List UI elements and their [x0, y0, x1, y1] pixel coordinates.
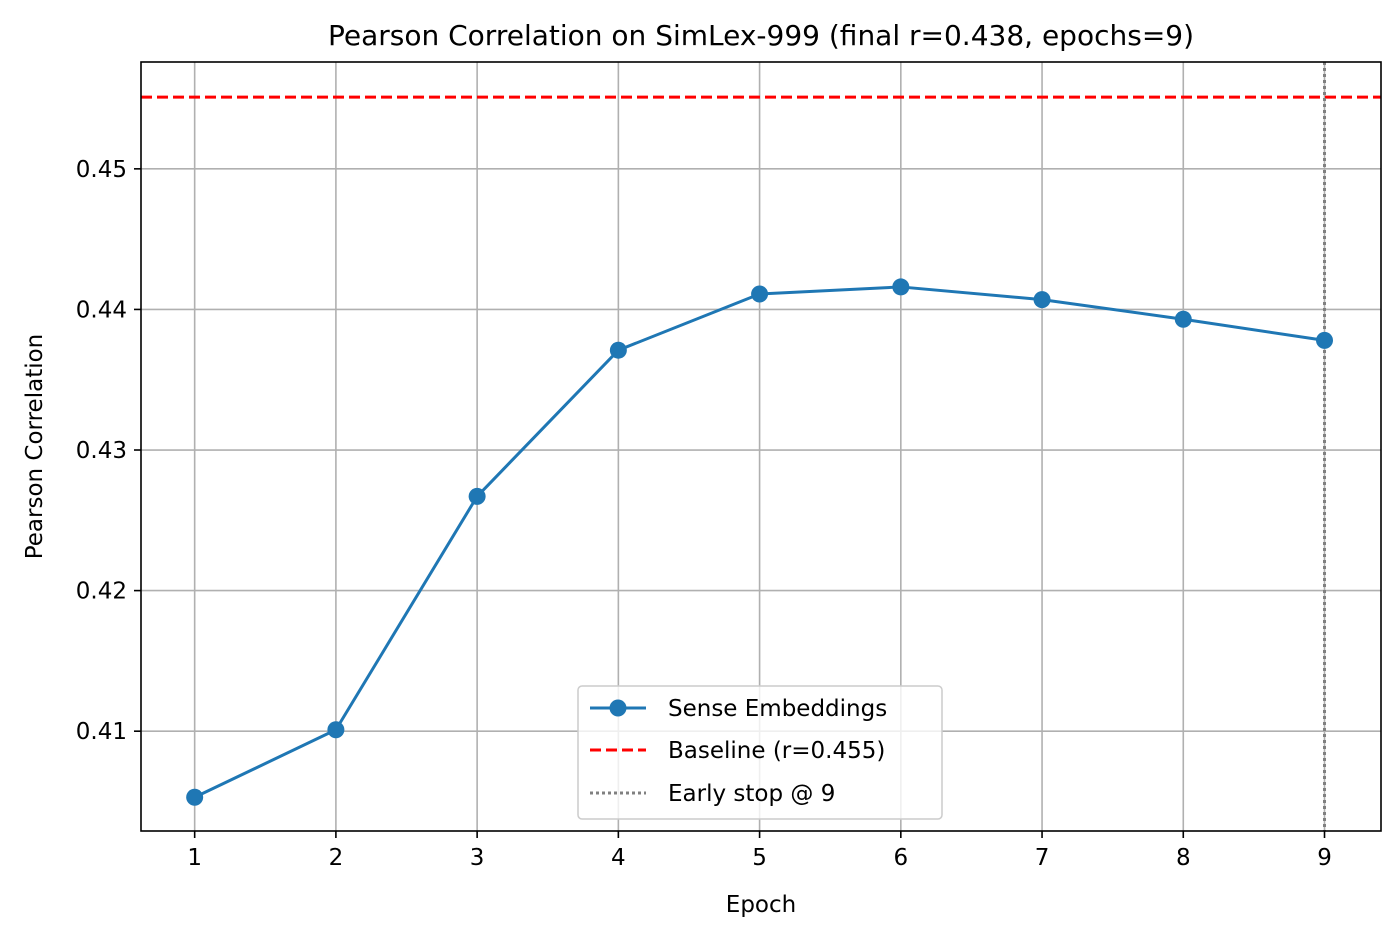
x-tick-label: 4: [611, 845, 626, 871]
data-point: [1174, 310, 1192, 328]
legend-label-early-stop: Early stop @ 9: [668, 781, 835, 807]
y-tick-label: 0.43: [76, 438, 127, 464]
x-tick-label: 7: [1035, 845, 1050, 871]
x-tick-label: 8: [1176, 845, 1191, 871]
data-point: [1316, 331, 1334, 349]
y-tick-label: 0.45: [76, 157, 127, 183]
plot-frame: [140, 61, 1382, 832]
y-tick-label: 0.41: [76, 719, 127, 745]
legend-entries: Sense Embeddings Baseline (r=0.455) Early …: [590, 696, 887, 807]
legend-box: [577, 685, 943, 820]
x-tick-label: 2: [329, 845, 344, 871]
data-point: [609, 341, 627, 359]
legend: Sense Embeddings Baseline (r=0.455) Early …: [577, 685, 943, 820]
reference-lines: [141, 62, 1381, 831]
x-axis-label: Epoch: [726, 892, 796, 918]
data-point: [751, 285, 769, 303]
data-point: [1033, 291, 1051, 309]
data-point: [186, 788, 204, 806]
chart-title: Pearson Correlation on SimLex-999 (final…: [328, 19, 1194, 52]
y-tick-label: 0.42: [76, 579, 127, 605]
data-point: [468, 487, 486, 505]
y-tick-label: 0.44: [76, 297, 127, 323]
x-tick-label: 9: [1317, 845, 1332, 871]
legend-label-sense-embeddings: Sense Embeddings: [668, 696, 887, 722]
series: [186, 278, 1334, 806]
y-axis-label: Pearson Correlation: [22, 334, 48, 560]
x-axis-ticks: 1 2 3 4 5 6 7 8 9: [187, 831, 1332, 871]
x-tick-label: 3: [470, 845, 485, 871]
legend-label-baseline: Baseline (r=0.455): [668, 738, 885, 764]
x-tick-label: 5: [752, 845, 767, 871]
x-tick-label: 1: [187, 845, 202, 871]
data-point: [892, 278, 910, 296]
y-axis-ticks: 0.41 0.42 0.43 0.44 0.45: [76, 157, 141, 745]
data-point: [327, 721, 345, 739]
legend-marker-sense-embeddings: [609, 699, 627, 717]
x-tick-label: 6: [893, 845, 908, 871]
